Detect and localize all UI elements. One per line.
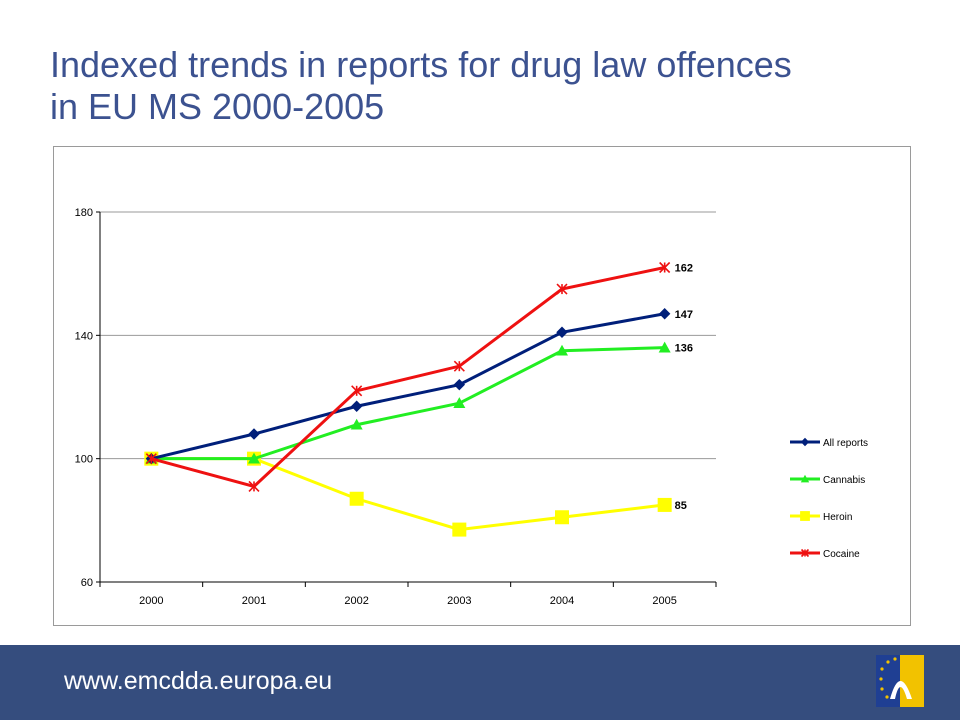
data-point: [658, 308, 671, 320]
data-label: 162: [675, 263, 693, 275]
diamond-marker-shape: [350, 400, 363, 412]
data-point: [453, 378, 466, 391]
data-label: 147: [675, 309, 693, 321]
y-tick-label: 140: [75, 330, 93, 342]
data-point: [453, 360, 465, 372]
data-point: [248, 428, 260, 440]
x-tick-label: 2003: [447, 595, 471, 607]
series-heroin: 85: [144, 451, 687, 537]
series-line: [151, 457, 665, 532]
square-marker-shape: [800, 511, 810, 521]
series-all-reports: 147: [145, 308, 693, 465]
data-point: [555, 510, 569, 525]
data-point: [351, 385, 363, 397]
diamond-marker-shape: [248, 428, 260, 440]
legend-marker: [800, 474, 810, 483]
data-label: 85: [675, 500, 687, 512]
data-point: [248, 452, 260, 464]
data-point: [350, 400, 363, 412]
series-line: [151, 346, 665, 461]
y-tick-label: 60: [81, 577, 93, 589]
legend-label: Cocaine: [823, 549, 860, 560]
footer-bar: www.emcdda.europa.eu: [0, 645, 960, 720]
triangle-marker-shape: [800, 474, 810, 483]
legend-label: All reports: [823, 438, 868, 449]
legend-item: Cannabis: [790, 474, 865, 486]
data-point: [248, 480, 260, 492]
data-point: [556, 326, 568, 338]
x-tick-label: 2004: [550, 595, 574, 607]
triangle-marker-shape: [658, 341, 671, 353]
series-line: [150, 312, 665, 461]
data-point: [556, 344, 568, 356]
legend-item: All reports: [790, 437, 868, 449]
x-tick-label: 2005: [652, 595, 676, 607]
title-line-2: in EU MS 2000-2005: [50, 86, 385, 127]
data-point: [145, 453, 157, 465]
triangle-marker-shape: [453, 397, 466, 408]
legend-marker: [800, 548, 810, 558]
square-marker-shape: [555, 510, 569, 525]
triangle-marker-shape: [556, 344, 568, 356]
diamond-marker-shape: [453, 378, 466, 391]
page-title: Indexed trends in reports for drug law o…: [50, 44, 930, 128]
data-point: [350, 418, 363, 430]
y-tick-label: 100: [75, 454, 93, 466]
series-cannabis: 136: [145, 341, 693, 464]
data-point: [556, 283, 568, 295]
diamond-marker-shape: [800, 437, 810, 447]
data-point: [658, 341, 671, 353]
series-cocaine: 162: [145, 261, 693, 492]
x-tick-label: 2001: [242, 595, 266, 607]
square-marker-shape: [657, 497, 672, 512]
legend-label: Cannabis: [823, 475, 865, 486]
diamond-marker-shape: [556, 326, 568, 338]
square-marker-shape: [452, 522, 467, 537]
title-line-1: Indexed trends in reports for drug law o…: [50, 44, 792, 85]
legend-marker: [800, 437, 810, 447]
square-marker-shape: [349, 491, 364, 506]
legend-label: Heroin: [823, 512, 852, 523]
chart-frame: 60 100 140 180 2000 2001 2002 2003 2004 2005 85 136…: [53, 146, 911, 626]
triangle-marker-shape: [248, 452, 260, 464]
triangle-marker-shape: [350, 418, 363, 430]
data-point: [349, 491, 364, 506]
data-point: [657, 497, 672, 512]
legend-item: Heroin: [790, 511, 852, 523]
data-point: [453, 397, 466, 408]
footer-url[interactable]: www.emcdda.europa.eu: [64, 667, 333, 695]
legend-item: Cocaine: [790, 548, 860, 560]
line-chart: 60 100 140 180 2000 2001 2002 2003 2004 2005 85 136…: [75, 207, 868, 607]
data-point: [452, 522, 467, 537]
series-line: [150, 266, 665, 489]
x-tick-label: 2000: [139, 595, 163, 607]
data-point: [659, 261, 671, 274]
data-label: 136: [675, 343, 693, 355]
emcdda-logo: [876, 655, 924, 707]
diamond-marker-shape: [658, 308, 671, 320]
y-tick-label: 180: [75, 207, 93, 219]
x-tick-label: 2002: [344, 595, 368, 607]
legend-marker: [800, 511, 810, 521]
